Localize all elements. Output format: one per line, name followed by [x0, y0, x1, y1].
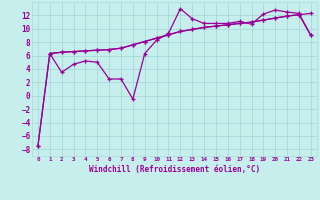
- X-axis label: Windchill (Refroidissement éolien,°C): Windchill (Refroidissement éolien,°C): [89, 165, 260, 174]
